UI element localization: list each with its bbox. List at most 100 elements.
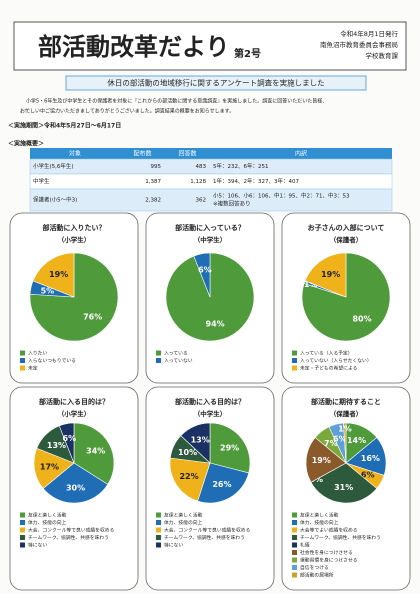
legend-swatch (20, 520, 25, 525)
slice-label: 94% (206, 319, 225, 328)
legend-label: 体力、技能の向上 (28, 519, 67, 526)
legend-swatch (292, 358, 297, 363)
table-row-bg (29, 188, 393, 212)
legend-label: 入っていない (164, 357, 193, 364)
legend-label: 友達と楽しく活動 (300, 512, 339, 519)
chart-title: 部活動に入る目的は？ (39, 397, 109, 406)
legend-swatch (20, 512, 25, 518)
table-row-bg (29, 173, 393, 190)
legend-label: 大会、コンクール等で良い成績を収める (28, 527, 115, 534)
legend-swatch (292, 512, 297, 518)
slice-label: 76% (83, 312, 102, 321)
table-header: 回答数 (178, 149, 196, 157)
chart-title: お子さんの入部について (308, 223, 385, 232)
slice-label: 6% (361, 470, 375, 479)
table-header: 対象 (69, 149, 81, 157)
table-cell: 小5：106、小6：106、中1：95、中2：71、中3：53 (213, 192, 350, 200)
slice-label: 19% (321, 270, 340, 279)
chart-subtitle: （中学生） (194, 235, 227, 244)
slice-label: 1% (304, 280, 318, 289)
legend-label: チームワーク、協調性、共感を味わう (28, 534, 109, 541)
table-cell: 保護者(小5～中3) (33, 196, 77, 204)
slice-label: 19% (312, 456, 331, 465)
slice-label: 10% (178, 448, 197, 457)
legend-swatch (156, 527, 161, 533)
legend-label: 未定・子どもの希望による (300, 365, 358, 372)
slice-label: 6% (198, 266, 212, 275)
pie-slice (197, 462, 250, 504)
legend-swatch (292, 520, 297, 525)
chart-subtitle: （小学生） (58, 409, 91, 418)
legend-swatch (20, 527, 25, 533)
table-cell: 2,382 (145, 198, 161, 204)
slice-label: 17% (40, 462, 59, 471)
table-cell: 1年：394、2年：327、3年：407 (213, 177, 299, 185)
legend-swatch (292, 527, 297, 533)
legend-label: チームワーク、協調性、共感を味わう (300, 534, 381, 541)
pie-slice (343, 422, 347, 464)
pie-slice (193, 252, 211, 298)
legend-label: 入りたい (28, 351, 47, 357)
chart-title: 部活動に入る目的は？ (175, 397, 245, 406)
legend-label: 入っていない（入らせたくない） (300, 357, 372, 364)
legend-label: 礼儀 (300, 542, 310, 549)
pie-slice (42, 462, 109, 504)
table-row-bg (29, 158, 393, 175)
legend-label: 入らないつもりでいる (28, 357, 76, 364)
legend-label: 大会、コンクール等で良い成績を収める (164, 527, 251, 534)
date: 令和4年8月1日発行 (340, 29, 398, 38)
legend-label: 部活動の居場所 (300, 572, 334, 579)
legend-swatch (156, 542, 161, 548)
slice-label: 1% (338, 425, 352, 434)
table-cell: 362 (196, 198, 207, 204)
legend-swatch (20, 358, 25, 363)
banner: 休日の部活動の地域移行に関するアンケート調査を実施しました (107, 78, 324, 88)
legend-label: 友達と楽しく活動 (164, 512, 203, 519)
slice-label: 14% (347, 436, 366, 445)
chart-title: 部活動に期待すること (311, 397, 381, 406)
slice-label: 34% (86, 447, 105, 456)
legend-swatch (20, 542, 25, 548)
table-header-bg (30, 148, 392, 159)
table-cell: 5年：232、6年：251 (213, 162, 269, 170)
office: 南魚沼市教育委員会事務局 (320, 40, 398, 49)
pie-slice (180, 422, 211, 464)
legend-label: 未定 (28, 365, 38, 372)
slice-label: 7% (324, 439, 338, 448)
section: 学校教育課 (366, 51, 399, 60)
chart-title: 部活動に入っている？ (175, 223, 245, 232)
legend-label: 入っている（入る予定） (300, 350, 353, 357)
legend-label: 体力、技能の向上 (300, 519, 339, 526)
banner-box (65, 75, 367, 91)
table-header: 内訳 (295, 149, 307, 157)
table-header: 配布数 (133, 149, 151, 157)
legend-swatch (292, 565, 297, 570)
legend-swatch (156, 350, 161, 356)
intro-line: 小学5・6年生及び中学生とその保護者を対象に『これからの部活動に関する意識調査』… (26, 98, 327, 105)
table-cell: 1,387 (145, 179, 161, 185)
legend-label: 友達と楽しく活動 (28, 512, 67, 519)
pie-slice (209, 422, 251, 474)
legend-swatch (156, 520, 161, 525)
intro-line: お忙しい中ご協力いただきましてありがとうございました。調査結果の概要をお知らせし… (20, 108, 234, 115)
legend-swatch (156, 512, 161, 518)
chart-subtitle: （保護者） (330, 235, 363, 244)
legend-swatch (292, 550, 297, 555)
slice-label: 22% (179, 472, 198, 481)
chart-title: 部活動に入りたい？ (43, 223, 106, 232)
slice-label: 5% (41, 287, 55, 296)
table-cell: 小学生(5,6年生) (33, 162, 74, 170)
slice-label: 19% (49, 270, 68, 279)
slice-label: 13% (191, 436, 210, 445)
table-cell: 995 (151, 164, 162, 170)
legend-label: 体力、技能の向上 (164, 519, 203, 526)
pie-slice (305, 437, 347, 483)
chart-subtitle: （中学生） (194, 409, 227, 418)
slice-label: 30% (66, 483, 85, 492)
pie-slice (33, 447, 75, 489)
header-box (13, 21, 407, 71)
legend-label: 大会等でよい成績を収める (300, 527, 358, 534)
title: 部活動改革だより (38, 33, 230, 61)
legend-swatch (292, 535, 297, 540)
